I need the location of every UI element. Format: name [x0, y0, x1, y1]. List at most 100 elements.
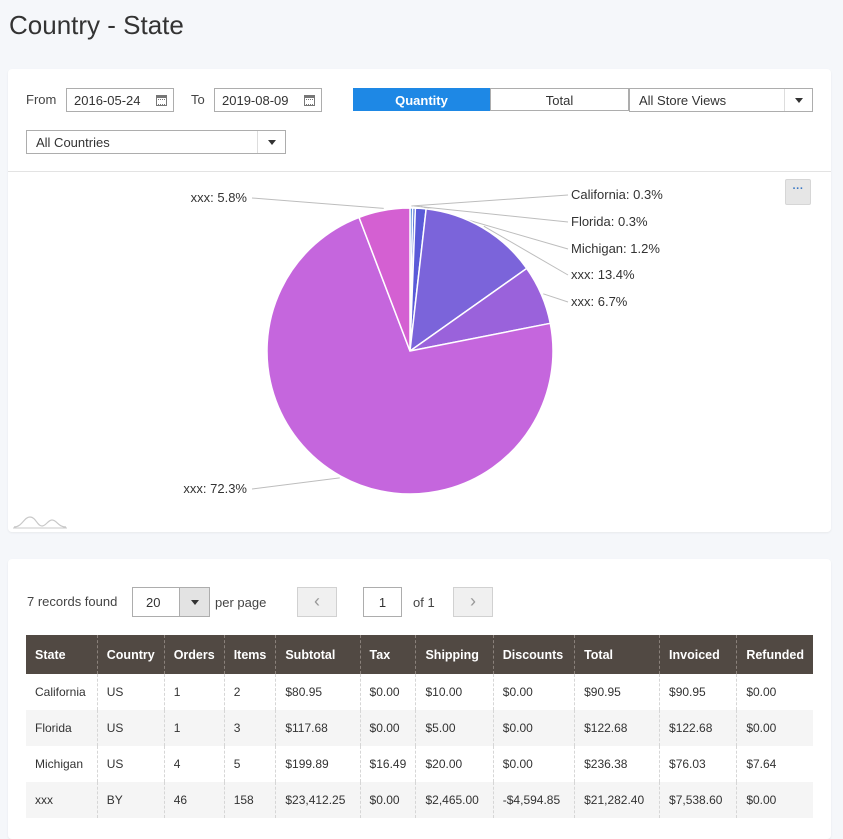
cell-state: Michigan — [35, 757, 84, 771]
cell-country: US — [96, 674, 165, 710]
cell-discounts: -$4,594.85 — [492, 782, 575, 818]
cell-tax: $0.00 — [359, 710, 416, 746]
chevron-down-icon[interactable] — [179, 588, 209, 616]
column-header-invoiced[interactable]: Invoiced — [659, 635, 737, 674]
pie-slice-label: xxx: 6.7% — [571, 294, 628, 309]
cell-shipping: $20.00 — [415, 746, 494, 782]
cell-invoiced: $76.03 — [659, 746, 737, 782]
total-toggle-button[interactable]: Total — [490, 88, 629, 111]
column-header-items[interactable]: Items — [223, 635, 276, 674]
divider — [8, 171, 831, 172]
pie-slice-label: xxx: 5.8% — [191, 190, 248, 205]
cell-tax: $0.00 — [359, 782, 416, 818]
pie-chart: California: 0.3% Florida: 0.3% Michigan: 1… — [183, 187, 663, 496]
cell-country: US — [96, 746, 165, 782]
total-pages-text: of 1 — [413, 595, 435, 610]
cell-shipping: $2,465.00 — [415, 782, 494, 818]
cell-refunded: $0.00 — [736, 710, 813, 746]
column-header-discounts[interactable]: Discounts — [492, 635, 575, 674]
column-header-orders[interactable]: Orders — [163, 635, 225, 674]
pie-label-connector — [543, 293, 569, 303]
table-row: xxx BY 46 158 $23,412.25 $0.00 $2,465.00… — [26, 782, 813, 818]
pie-label-connector — [411, 194, 569, 207]
from-label: From — [26, 92, 57, 107]
cell-subtotal: $80.95 — [275, 674, 361, 710]
column-header-subtotal[interactable]: Subtotal — [275, 635, 361, 674]
per-page-select[interactable]: 20 — [132, 587, 210, 617]
cell-tax: $16.49 — [359, 746, 416, 782]
cell-tax: $0.00 — [359, 674, 416, 710]
store-view-value: All Store Views — [639, 93, 727, 108]
pie-slice[interactable] — [409, 208, 528, 353]
cell-refunded: $0.00 — [736, 674, 813, 710]
cell-orders: 4 — [163, 746, 225, 782]
cell-items: 3 — [223, 710, 276, 746]
cell-refunded: $7.64 — [736, 746, 813, 782]
table-header-row: State Country Orders Items Subtotal Tax … — [26, 635, 813, 674]
previous-page-button[interactable]: ‹ — [297, 587, 337, 617]
column-header-refunded[interactable]: Refunded — [736, 635, 813, 674]
cell-state: Florida — [26, 710, 98, 746]
chevron-left-icon: ‹ — [314, 591, 320, 611]
pie-slice-label: California: 0.3% — [571, 187, 663, 202]
column-header-shipping[interactable]: Shipping — [415, 635, 494, 674]
cell-orders: 46 — [163, 782, 225, 818]
cell-state: xxx — [26, 782, 98, 818]
cell-orders: 1 — [163, 674, 225, 710]
chevron-down-icon — [784, 89, 812, 111]
cell-subtotal: $199.89 — [275, 746, 361, 782]
calendar-icon[interactable] — [156, 95, 167, 106]
cell-subtotal: $117.68 — [275, 710, 361, 746]
cell-total: $21,282.40 — [574, 782, 660, 818]
cell-country: US — [96, 710, 165, 746]
pie-slice[interactable] — [266, 216, 554, 495]
pie-slice-label: xxx: 13.4% — [571, 267, 635, 282]
column-header-state[interactable]: State — [26, 635, 98, 674]
chevron-down-icon — [257, 131, 285, 153]
cell-orders: 1 — [163, 710, 225, 746]
cell-refunded: $0.00 — [736, 782, 813, 818]
page-title: Country - State — [9, 10, 184, 40]
current-page-input[interactable]: 1 — [363, 587, 402, 617]
chart-logo-icon — [13, 516, 67, 529]
cell-shipping: $5.00 — [415, 710, 494, 746]
cell-subtotal: $23,412.25 — [275, 782, 361, 818]
from-date-field[interactable]: 2016-05-24 — [66, 88, 174, 112]
table-row: California US 1 2 $80.95 $0.00 $10.00 $0… — [26, 674, 813, 710]
calendar-icon[interactable] — [304, 95, 315, 106]
chart-menu-button[interactable]: ··· — [785, 179, 811, 205]
cell-total: $236.38 — [574, 746, 660, 782]
cell-items: 158 — [223, 782, 276, 818]
cell-invoiced: $7,538.60 — [659, 782, 737, 818]
cell-country: BY — [96, 782, 165, 818]
column-header-tax[interactable]: Tax — [359, 635, 416, 674]
to-label: To — [191, 92, 205, 107]
pie-slice-label: Florida: 0.3% — [571, 214, 648, 229]
next-page-button[interactable]: › — [453, 587, 493, 617]
pie-label-connector — [251, 197, 384, 209]
pie-label-connector — [414, 205, 569, 223]
pie-label-connector — [483, 225, 569, 276]
chevron-right-icon: › — [470, 591, 476, 611]
column-header-total[interactable]: Total — [574, 635, 660, 674]
pie-slice-label: Michigan: 1.2% — [571, 241, 660, 256]
report-table: State Country Orders Items Subtotal Tax … — [26, 635, 813, 818]
cell-discounts: $0.00 — [492, 674, 575, 710]
to-date-field[interactable]: 2019-08-09 — [214, 88, 322, 112]
country-select[interactable]: All Countries — [26, 130, 286, 154]
report-grid-card: 7 records found 20 per page ‹ 1 of 1 › S… — [8, 559, 831, 839]
pie-slice[interactable] — [358, 207, 411, 352]
store-view-select[interactable]: All Store Views — [629, 88, 813, 112]
per-page-value: 20 — [146, 595, 161, 610]
table-row: Florida US 1 3 $117.68 $0.00 $5.00 $0.00… — [26, 710, 813, 746]
cell-invoiced: $90.95 — [659, 674, 737, 710]
table-row: Michigan US 4 5 $199.89 $16.49 $20.00 $0… — [26, 746, 813, 782]
cell-total: $122.68 — [574, 710, 660, 746]
quantity-toggle-button[interactable]: Quantity — [353, 88, 490, 111]
cell-invoiced: $122.68 — [659, 710, 737, 746]
cell-items: 2 — [223, 674, 276, 710]
to-date-value: 2019-08-09 — [222, 93, 289, 108]
country-value: All Countries — [36, 135, 110, 150]
column-header-country[interactable]: Country — [96, 635, 165, 674]
cell-state: California — [35, 685, 86, 699]
